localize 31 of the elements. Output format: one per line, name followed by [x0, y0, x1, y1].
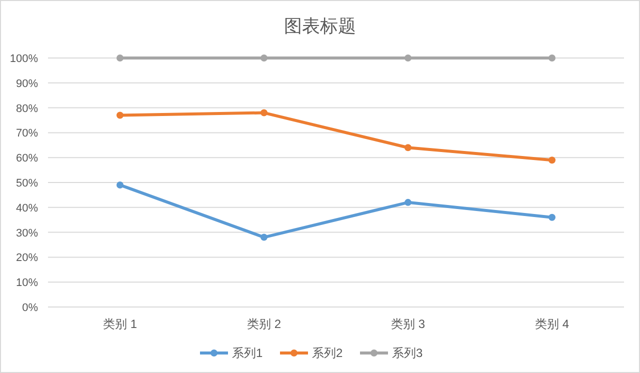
x-tick-label: 类别 2 — [246, 317, 282, 331]
chart-title: 图表标题 — [284, 16, 356, 36]
y-tick-label: 20% — [16, 252, 38, 264]
y-tick-label: 60% — [16, 152, 38, 165]
point — [116, 54, 124, 62]
point — [404, 198, 412, 206]
legend-label: 系列2 — [312, 346, 343, 360]
point — [548, 54, 556, 62]
point — [404, 144, 412, 152]
x-tick-label: 类别 1 — [102, 317, 138, 331]
y-tick-label: 90% — [16, 78, 38, 90]
y-tick-label: 0% — [22, 302, 38, 314]
point — [260, 234, 268, 241]
y-tick-label: 70% — [16, 128, 38, 140]
y-tick-label: 30% — [16, 227, 38, 240]
point — [260, 54, 268, 62]
point — [548, 156, 556, 164]
point — [116, 112, 124, 119]
legend-label: 系列3 — [392, 346, 423, 360]
x-tick-label: 类别 3 — [390, 317, 426, 331]
point — [404, 54, 412, 62]
legend-label: 系列1 — [232, 346, 263, 360]
point — [548, 214, 556, 221]
point — [116, 181, 124, 188]
y-tick-label: 40% — [16, 202, 38, 214]
point — [260, 109, 268, 116]
y-tick-label: 10% — [16, 277, 38, 290]
y-tick-label: 50% — [16, 178, 38, 190]
y-tick-label: 100% — [10, 53, 38, 65]
x-tick-label: 类别 4 — [534, 317, 570, 331]
y-tick-label: 80% — [16, 102, 38, 115]
